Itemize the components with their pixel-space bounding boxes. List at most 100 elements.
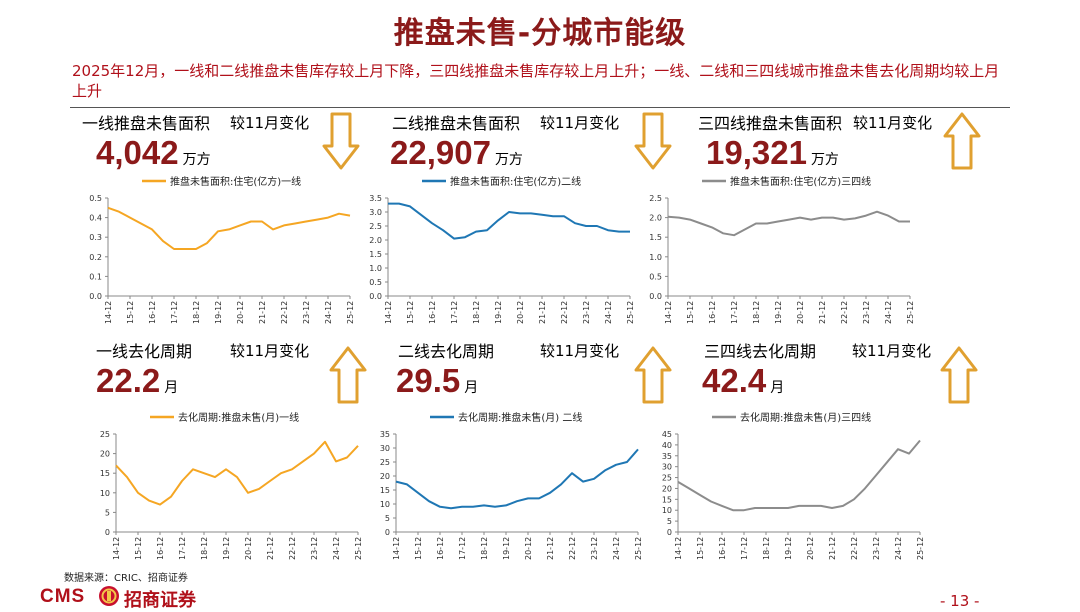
x-tick-label: 24-12 [332,537,341,560]
x-tick-label: 22-12 [568,537,577,560]
x-tick-label: 25-12 [634,537,643,560]
panel-unit: 月 [770,380,785,396]
x-tick-label: 22-12 [280,301,289,324]
x-tick-label: 22-12 [840,301,849,324]
y-tick-label: 35 [380,430,390,439]
panel-unit: 万方 [494,152,523,168]
y-tick-label: 2.5 [649,194,662,203]
x-tick-label: 18-12 [752,301,761,324]
page-title: 推盘未售-分城市能级 [393,16,687,51]
x-tick-label: 24-12 [324,301,333,324]
chart-tier1-area: 推盘未售面积:住宅(亿方)一线 0.0 0.1 0.2 0.3 0.4 0.5 14-12 15… [89,175,355,324]
arrow-up-icon [940,346,978,404]
panel-unit: 月 [464,380,479,396]
x-tick-label: 14-12 [392,537,401,560]
y-tick-label: 10 [380,500,390,509]
x-tick-label: 17-12 [178,537,187,560]
x-tick-label: 23-12 [582,301,591,324]
panel-name: 一线推盘未售面积 [82,114,211,133]
x-tick-label: 17-12 [458,537,467,560]
y-tick-label: 0.0 [369,292,382,301]
x-tick-label: 25-12 [346,301,355,324]
x-tick-label: 16-12 [428,301,437,324]
panel-name: 三四线去化周期 [704,342,817,361]
panel-tier34-area: 三四线推盘未售面积 较11月变化 19,321 万方 [690,108,1010,338]
panel-tier1-area: 一线推盘未售面积 较11月变化 4,042 万方 [70,108,390,338]
arrow-up-icon [634,346,672,404]
data-source: 数据来源：CRIC、招商证券 [64,573,188,584]
x-tick-label: 23-12 [590,537,599,560]
x-tick-label: 16-12 [148,301,157,324]
series-line [395,448,639,510]
x-tick-label: 21-12 [818,301,827,324]
arrow-up-icon [943,112,981,170]
x-tick-label: 21-12 [258,301,267,324]
series-line [107,206,351,250]
x-tick-label: 19-12 [784,537,793,560]
x-tick-label: 14-12 [104,301,113,324]
y-tick-label: 3.0 [369,208,382,217]
x-tick-label: 15-12 [414,537,423,560]
x-tick-label: 25-12 [916,537,925,560]
y-tick-label: 15 [100,469,110,478]
panel-value: 19,321 万方 [706,134,839,171]
panel-value: 4,042 万方 [96,134,211,171]
x-tick-label: 20-12 [796,301,805,324]
y-tick-label: 25 [100,430,110,439]
y-tick-label: 3.5 [369,194,382,203]
x-tick-label: 17-12 [730,301,739,324]
y-tick-label: 0.5 [89,194,102,203]
y-tick-label: 45 [662,430,672,439]
compare-label: 较11月变化 [230,342,310,360]
x-tick-label: 22-12 [850,537,859,560]
chart-tier1-cycle: 去化周期:推盘未售(月)一线 0 5 10 15 20 25 14-12 15-12 16-12 1… [100,411,363,560]
series-line [677,439,921,512]
summary-text: 2025年12月，一线和二线推盘未售库存较上月下降，三四线推盘未售库存较上月上升… [72,62,1000,100]
x-tick-label: 19-12 [214,301,223,324]
chart-tier2-cycle: 去化周期:推盘未售(月) 二线 0 5 10 15 20 25 30 35 14-12 15-12 1… [380,411,643,560]
y-tick-label: 20 [662,484,672,493]
arrow-up-icon [329,346,367,404]
logo-mark-icon [99,586,119,606]
y-tick-label: 2.0 [369,236,382,245]
chart-tier34-area: 推盘未售面积:住宅(亿方)三四线 0.0 0.5 1.0 1.5 2.0 2.5 14-12 1… [649,175,915,324]
x-tick-label: 14-12 [674,537,683,560]
y-tick-label: 0.4 [89,214,102,223]
y-tick-label: 35 [662,452,672,461]
x-tick-label: 18-12 [192,301,201,324]
y-tick-label: 30 [380,444,390,453]
x-tick-label: 22-12 [560,301,569,324]
arrow-down-icon [322,112,360,170]
y-tick-label: 5 [385,514,390,523]
logo-name: 招商证券 [124,590,196,611]
panel-tier1-cycle: 一线去化周期 较11月变化 22.2 月 [84,336,404,566]
x-tick-label: 21-12 [546,537,555,560]
y-tick-label: 10 [662,506,672,515]
panel-value: 22.2 月 [96,362,179,399]
x-tick-label: 21-12 [828,537,837,560]
panel-value: 22,907 万方 [390,134,523,171]
x-tick-label: 15-12 [126,301,135,324]
y-tick-label: 15 [662,495,672,504]
x-tick-label: 25-12 [626,301,635,324]
y-tick-label: 25 [662,474,672,483]
x-tick-label: 17-12 [170,301,179,324]
y-tick-label: 0 [667,528,672,537]
y-tick-label: 0.0 [649,292,662,301]
y-tick-label: 1.5 [649,233,662,242]
y-tick-label: 0.0 [89,292,102,301]
y-tick-label: 25 [380,458,390,467]
compare-label: 较11月变化 [853,114,933,132]
x-tick-label: 24-12 [612,537,621,560]
x-tick-label: 16-12 [708,301,717,324]
panel-tier2-cycle: 二线去化周期 较11月变化 29.5 月 [386,336,706,566]
x-tick-label: 23-12 [862,301,871,324]
x-tick-label: 14-12 [384,301,393,324]
y-tick-label: 20 [380,472,390,481]
panel-value: 29.5 月 [396,362,479,399]
panel-name: 一线去化周期 [96,342,193,361]
x-tick-label: 16-12 [718,537,727,560]
y-tick-label: 15 [380,486,390,495]
x-tick-label: 18-12 [762,537,771,560]
y-tick-label: 2.0 [649,214,662,223]
